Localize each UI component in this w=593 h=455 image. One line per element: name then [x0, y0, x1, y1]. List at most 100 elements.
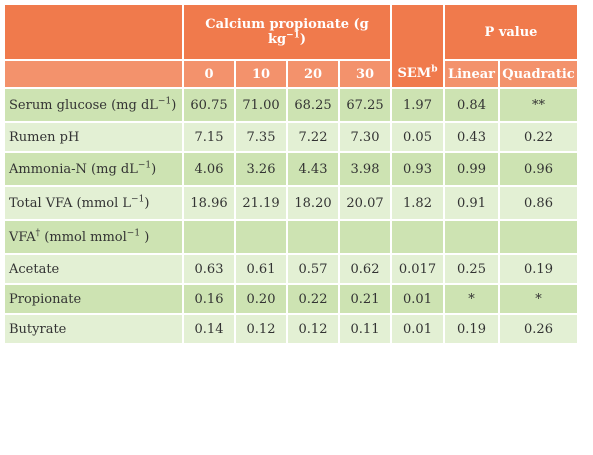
row-label-sup: −1 — [137, 160, 152, 171]
quadratic-cell: 0.26 — [500, 315, 577, 343]
linear-cell: 0.99 — [445, 153, 498, 185]
value-cell: 0.12 — [288, 315, 338, 343]
value-cell: 7.30 — [340, 123, 390, 151]
group-title-sup: −1 — [286, 30, 300, 41]
row-label: Total VFA (mmol L−1) — [5, 187, 182, 219]
row-label-text: Serum glucose (mg dL — [9, 97, 158, 113]
value-cell: 4.06 — [184, 153, 234, 185]
header-blank-cell-2 — [5, 61, 182, 87]
row-label-text: Acetate — [9, 261, 60, 277]
quadratic-cell: 0.22 — [500, 123, 577, 151]
linear-cell: 0.25 — [445, 255, 498, 283]
table-row: Acetate 0.63 0.61 0.57 0.62 0.017 0.25 0… — [5, 255, 577, 283]
row-label-close: (mmol mmol — [40, 229, 127, 245]
row-label-sup-2: −1 — [126, 228, 141, 239]
value-cell: 0.12 — [236, 315, 286, 343]
linear-header: Linear — [445, 61, 498, 87]
row-label-sup: −1 — [157, 96, 172, 107]
value-cell: 0.11 — [340, 315, 390, 343]
sem-header: SEM — [397, 66, 432, 81]
quadratic-cell: 0.19 — [500, 255, 577, 283]
quadratic-cell — [500, 221, 577, 253]
sem-cell: 0.01 — [392, 285, 443, 313]
value-cell: 0.63 — [184, 255, 234, 283]
row-label-text: Propionate — [9, 291, 82, 307]
group-header-cell: Calcium propionate (g kg−1) — [184, 5, 390, 59]
table-row: Butyrate 0.14 0.12 0.12 0.11 0.01 0.19 0… — [5, 315, 577, 343]
sem-cell: 0.93 — [392, 153, 443, 185]
value-cell: 68.25 — [288, 89, 338, 121]
level-header: 30 — [340, 61, 390, 87]
value-cell: 18.96 — [184, 187, 234, 219]
value-cell: 18.20 — [288, 187, 338, 219]
row-label: Ammonia-N (mg dL−1) — [5, 153, 182, 185]
row-label-sup: † — [35, 228, 41, 239]
sem-cell: 1.82 — [392, 187, 443, 219]
header-row-1: Calcium propionate (g kg−1) SEMb P value — [5, 5, 577, 87]
row-label: Serum glucose (mg dL−1) — [5, 89, 182, 121]
sem-cell — [392, 221, 443, 253]
pvalue-header: P value — [484, 24, 538, 40]
header-blank-cell — [5, 5, 182, 59]
group-title-close: ) — [299, 32, 307, 47]
header-row-2: 0 10 20 30 Linear Quadratic — [5, 61, 577, 87]
table-row: Rumen pH 7.15 7.35 7.22 7.30 0.05 0.43 0… — [5, 123, 577, 151]
value-cell: 20.07 — [340, 187, 390, 219]
linear-cell: 0.84 — [445, 89, 498, 121]
linear-cell: 0.91 — [445, 187, 498, 219]
value-cell: 7.35 — [236, 123, 286, 151]
value-cell: 71.00 — [236, 89, 286, 121]
row-label-sup: −1 — [131, 194, 145, 205]
row-label: Acetate — [5, 255, 182, 283]
value-cell — [340, 221, 390, 253]
value-cell — [288, 221, 338, 253]
value-cell — [236, 221, 286, 253]
row-label: Propionate — [5, 285, 182, 313]
row-label-close: ) — [171, 97, 177, 113]
value-cell: 0.16 — [184, 285, 234, 313]
quadratic-cell: 0.96 — [500, 153, 577, 185]
table-row: Total VFA (mmol L−1) 18.96 21.19 18.20 2… — [5, 187, 577, 219]
sem-cell: 1.97 — [392, 89, 443, 121]
value-cell: 0.61 — [236, 255, 286, 283]
sem-cell: 0.017 — [392, 255, 443, 283]
row-label: VFA† (mmol mmol−1 ) — [5, 221, 182, 253]
linear-cell: 0.19 — [445, 315, 498, 343]
value-cell: 3.98 — [340, 153, 390, 185]
quadratic-header: Quadratic — [500, 61, 577, 87]
table-row: Ammonia-N (mg dL−1) 4.06 3.26 4.43 3.98 … — [5, 153, 577, 185]
value-cell: 0.57 — [288, 255, 338, 283]
row-label: Rumen pH — [5, 123, 182, 151]
linear-cell — [445, 221, 498, 253]
group-title: Calcium propionate (g kg — [205, 17, 369, 47]
value-cell: 60.75 — [184, 89, 234, 121]
linear-cell: 0.43 — [445, 123, 498, 151]
row-label-close: ) — [151, 161, 157, 177]
quadratic-cell: * — [500, 285, 577, 313]
quadratic-cell: 0.86 — [500, 187, 577, 219]
value-cell: 0.22 — [288, 285, 338, 313]
value-cell: 3.26 — [236, 153, 286, 185]
row-label-text: Rumen pH — [9, 129, 80, 145]
sem-cell: 0.01 — [392, 315, 443, 343]
level-header: 20 — [288, 61, 338, 87]
table-row: Propionate 0.16 0.20 0.22 0.21 0.01 * * — [5, 285, 577, 313]
value-cell: 0.14 — [184, 315, 234, 343]
level-header: 10 — [236, 61, 286, 87]
row-label-text: Total VFA (mmol L — [9, 195, 132, 211]
row-label-text: VFA — [9, 229, 36, 245]
row-label-close-2: ) — [140, 229, 150, 245]
value-cell: 0.21 — [340, 285, 390, 313]
sem-header-sup: b — [431, 64, 438, 75]
row-label-close: ) — [144, 195, 150, 211]
sem-cell: 0.05 — [392, 123, 443, 151]
value-cell: 21.19 — [236, 187, 286, 219]
sem-header-cell: SEMb — [392, 5, 443, 87]
value-cell — [184, 221, 234, 253]
table-row: VFA† (mmol mmol−1 ) — [5, 221, 577, 253]
table-row: Serum glucose (mg dL−1) 60.75 71.00 68.2… — [5, 89, 577, 121]
quadratic-cell: ** — [500, 89, 577, 121]
linear-cell: * — [445, 285, 498, 313]
row-label: Butyrate — [5, 315, 182, 343]
value-cell: 7.15 — [184, 123, 234, 151]
